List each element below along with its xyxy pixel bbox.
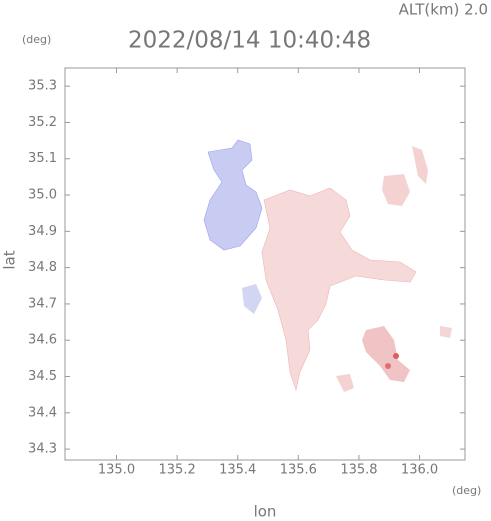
echo-blue <box>203 139 263 251</box>
chart-title: 2022/08/14 10:40:48 <box>128 28 371 54</box>
altitude-label: ALT(km) 2.0 <box>399 1 488 19</box>
y-tick-label: 34.8 <box>28 260 57 275</box>
y-tick-label: 34.6 <box>28 333 57 348</box>
y-tick-label: 34.4 <box>28 405 57 420</box>
x-tick-label: 135.2 <box>159 463 196 478</box>
x-tick-label: 135.0 <box>98 463 135 478</box>
y-axis-label: lat <box>1 250 19 269</box>
y-tick-label: 35.1 <box>28 151 57 166</box>
echo-pink <box>382 174 410 206</box>
y-tick-label: 34.3 <box>28 442 57 457</box>
y-tick-label: 34.5 <box>28 369 57 384</box>
echo-pink <box>362 326 410 382</box>
echo-core <box>385 363 391 369</box>
x-unit: (deg) <box>452 484 481 497</box>
echo-blue <box>242 284 262 314</box>
echo-core <box>393 353 399 359</box>
x-tick-label: 136.0 <box>401 463 438 478</box>
y-tick-label: 35.3 <box>28 79 57 94</box>
y-unit: (deg) <box>22 33 51 46</box>
x-tick-label: 135.4 <box>219 463 256 478</box>
y-tick-label: 34.7 <box>28 296 57 311</box>
echo-pink <box>261 187 417 392</box>
y-tick-label: 35.2 <box>28 115 57 130</box>
echo-pink <box>440 326 452 338</box>
x-tick-label: 135.6 <box>280 463 317 478</box>
echo-pink <box>412 146 428 184</box>
x-tick-label: 135.8 <box>340 463 377 478</box>
echo-regions <box>203 139 452 392</box>
echo-pink <box>336 374 354 392</box>
y-tick-label: 35.0 <box>28 188 57 203</box>
y-tick-label: 34.9 <box>28 224 57 239</box>
x-axis-label: lon <box>254 503 277 521</box>
plot-frame <box>64 67 466 461</box>
